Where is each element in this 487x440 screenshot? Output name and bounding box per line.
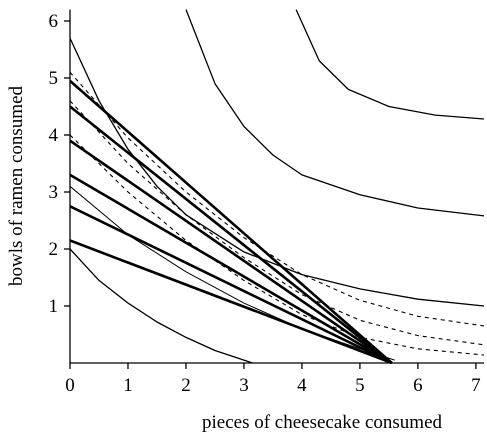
x-tick-label: 3 [239, 375, 249, 396]
curve [70, 239, 393, 364]
curve [70, 173, 393, 364]
curve [70, 139, 393, 364]
dashed-curve [70, 100, 485, 346]
y-tick-label: 4 [49, 125, 59, 146]
y-tick-label: 5 [49, 68, 59, 89]
curve [70, 185, 395, 361]
x-tick-label: 6 [413, 375, 423, 396]
x-tick-label: 7 [471, 375, 481, 396]
y-tick-label: 1 [49, 296, 59, 317]
curve [70, 248, 253, 364]
x-tick-label: 5 [355, 375, 365, 396]
curve [295, 9, 485, 120]
curve [70, 79, 393, 364]
plot-area [70, 9, 485, 364]
curve [185, 9, 485, 217]
curve [70, 105, 393, 364]
y-tick-label: 6 [49, 11, 59, 32]
y-tick-label: 2 [49, 239, 59, 260]
x-tick-label: 2 [181, 375, 191, 396]
curve [70, 37, 485, 307]
dashed-curve [70, 134, 485, 356]
x-tick-label: 4 [297, 375, 307, 396]
curve [70, 205, 393, 364]
x-tick-label: 1 [123, 375, 133, 396]
y-axis-label: bowls of ramen consumed [6, 86, 27, 286]
y-tick-label: 3 [49, 182, 59, 203]
x-axis-label: pieces of cheesecake consumed [202, 412, 443, 433]
dashed-curve [70, 71, 485, 327]
x-tick-label: 0 [65, 375, 75, 396]
